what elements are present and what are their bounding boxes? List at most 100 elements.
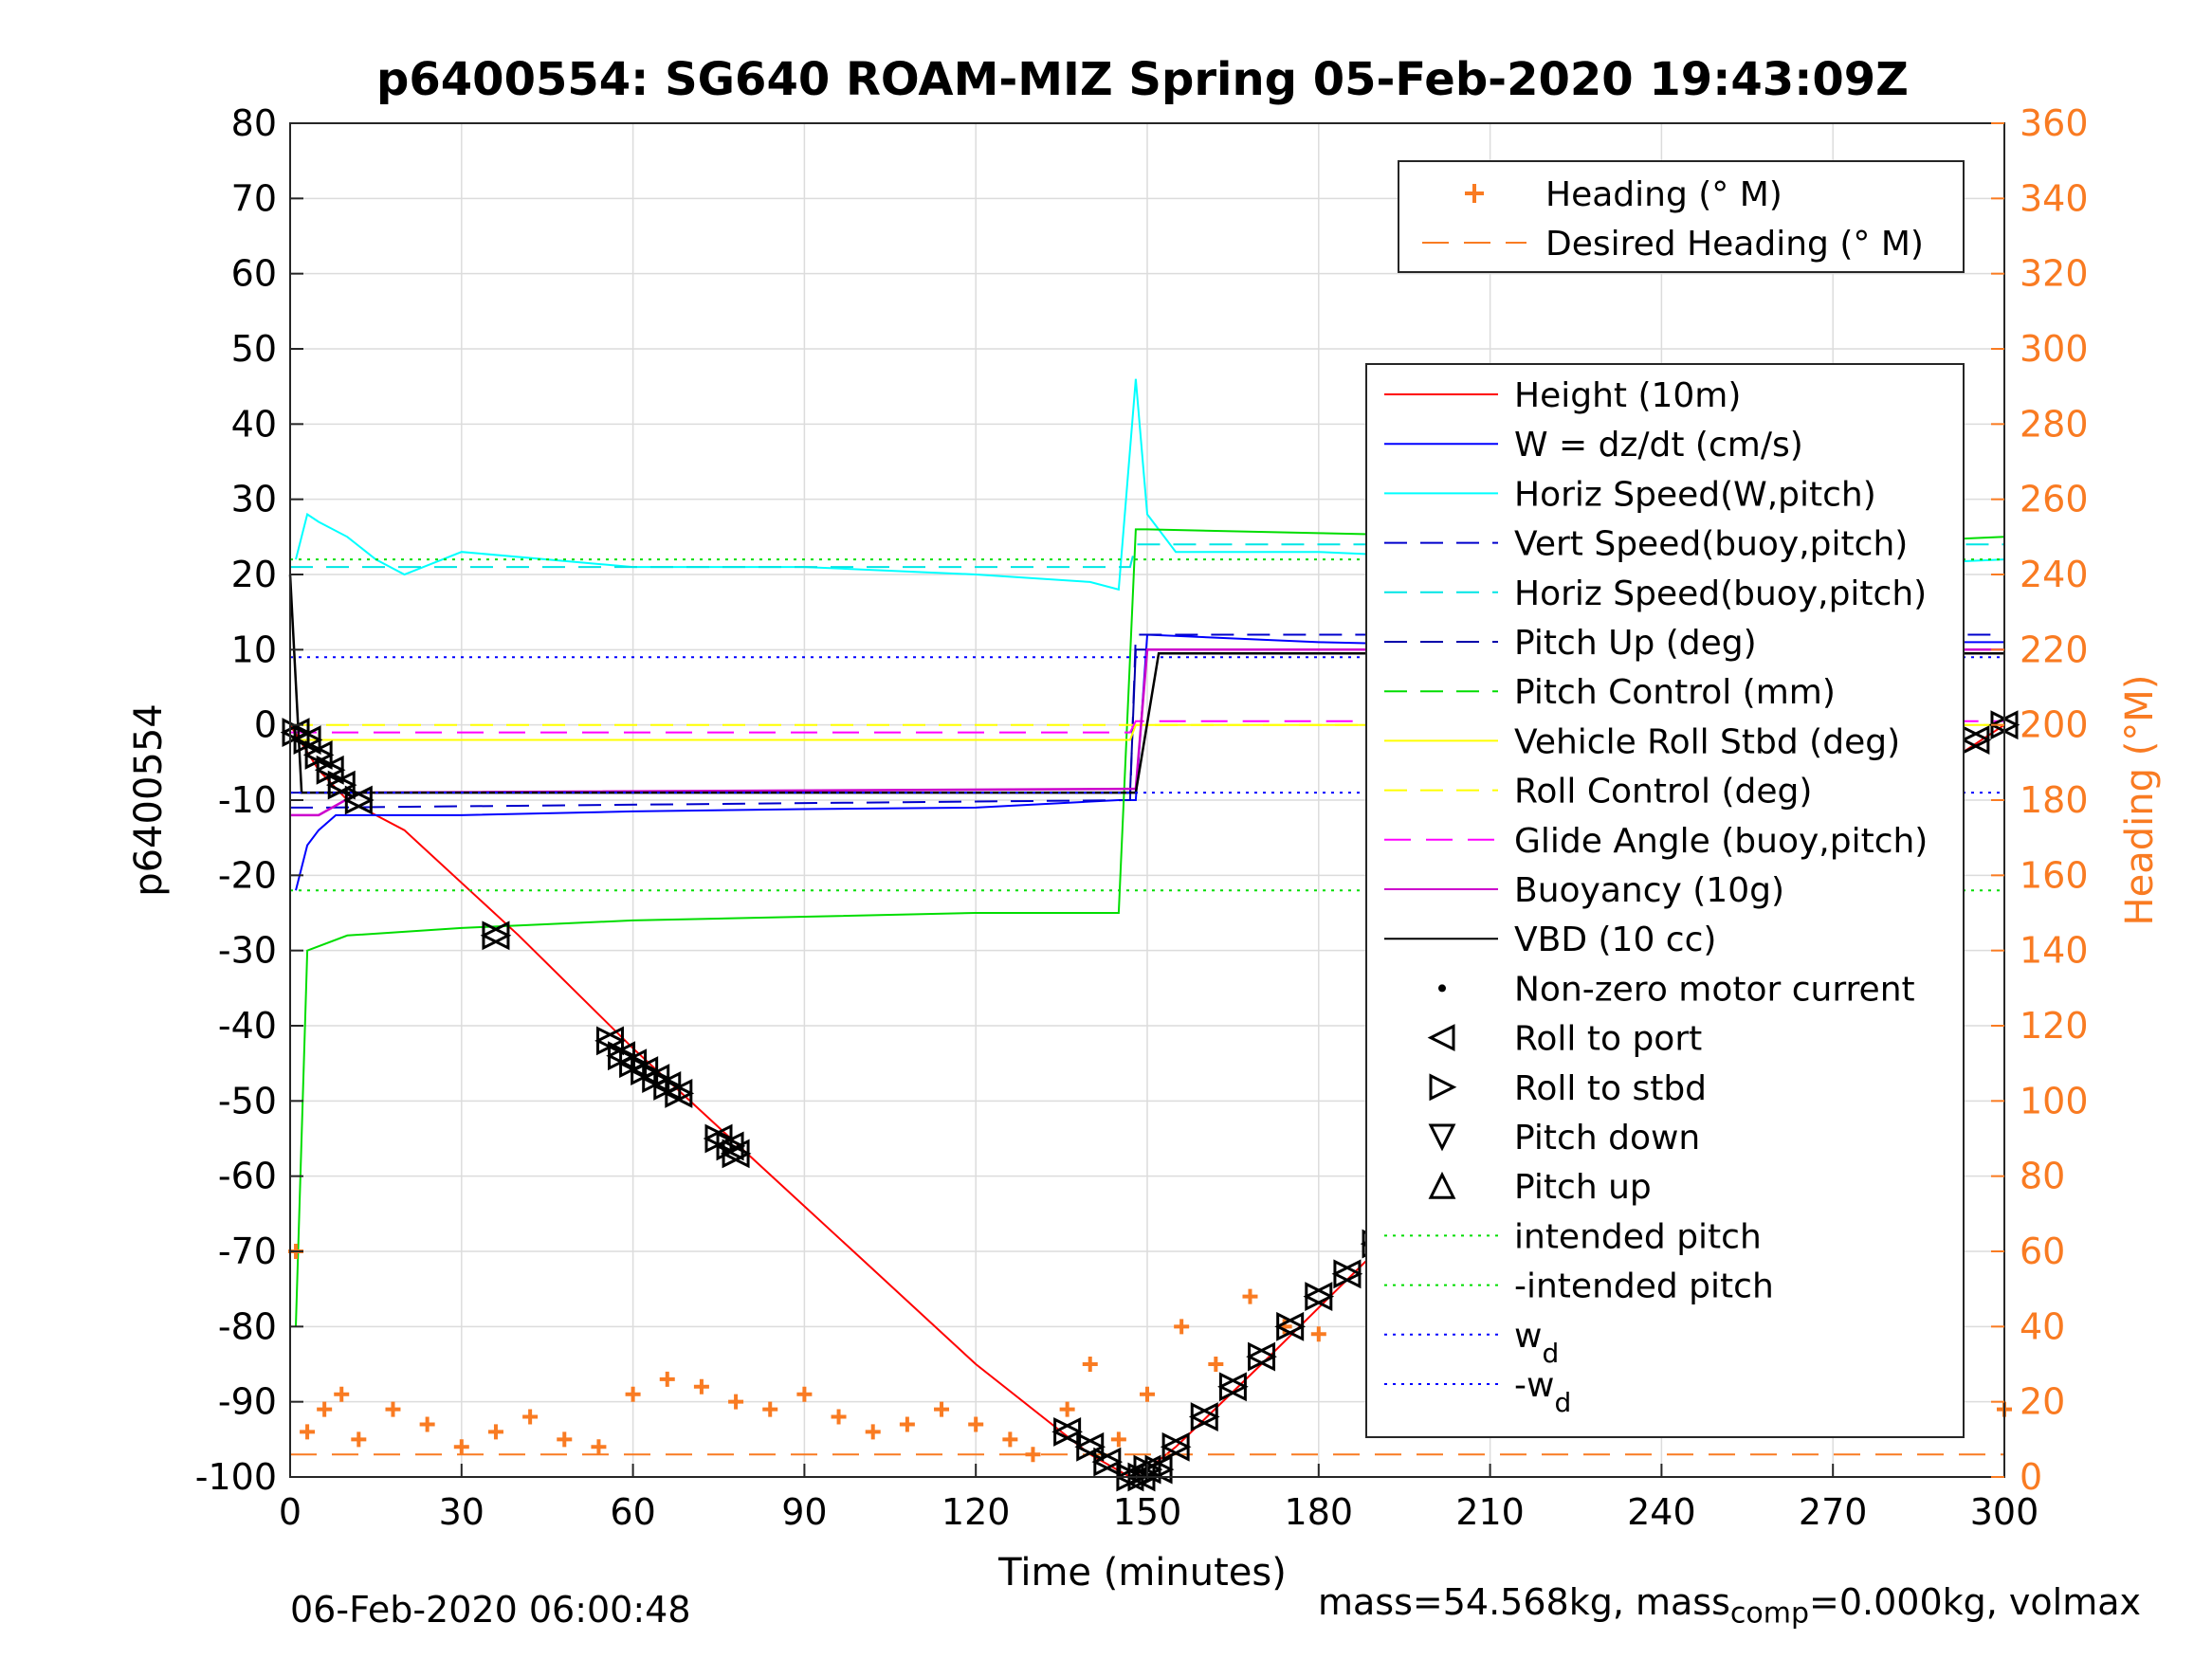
chart-title: p6400554: SG640 ROAM-MIZ Spring 05-Feb-2…: [376, 53, 1909, 106]
y-tick-label: 80: [231, 102, 277, 144]
y-tick-label: -20: [218, 854, 277, 896]
y2-axis-label: Heading (°M): [2118, 675, 2162, 926]
legend-swatch-triangle: [1428, 1171, 1456, 1199]
roll-to-stbd-marker: [1053, 1416, 1083, 1447]
heading-point: [1140, 1386, 1155, 1402]
roll-to-stbd-marker: [1218, 1372, 1249, 1402]
heading-point: [351, 1431, 367, 1448]
x-tick-label: 120: [941, 1491, 1011, 1533]
series-line-vert-speed-buoy-pitch: [290, 633, 2004, 809]
y2-tick-label: 300: [2020, 328, 2089, 370]
roll-to-stbd-marker: [1276, 1311, 1307, 1341]
y2-tick-label: 340: [2020, 177, 2089, 219]
legend-label: VBD (10 cc): [1514, 921, 1716, 959]
legend-label: Roll to stbd: [1514, 1069, 1707, 1108]
roll-to-stbd-marker: [1305, 1282, 1335, 1312]
legend-label: Roll to port: [1514, 1020, 1702, 1059]
roll-to-stbd-marker: [1076, 1431, 1106, 1462]
roll-to-port-marker: [1091, 1447, 1122, 1477]
y2-tick-label: 140: [2020, 930, 2089, 972]
legend-label: Roll Control (deg): [1514, 773, 1812, 811]
series-line-buoyancy-10g: [290, 648, 2004, 817]
x-axis-label: Time (minutes): [997, 1551, 1287, 1595]
x-tick-label: 60: [610, 1491, 655, 1533]
heading-point: [796, 1386, 813, 1402]
heading-point: [419, 1416, 435, 1432]
heading-point: [591, 1439, 607, 1455]
y-tick-label: 20: [231, 554, 277, 595]
legend-swatch-triangle: [1429, 1073, 1457, 1102]
footer-mass-prefix: mass=54.568kg, mass: [1318, 1581, 1730, 1623]
legend-swatch-triangle: [1427, 1024, 1455, 1052]
heading-point: [1174, 1319, 1190, 1335]
roll-to-port-marker: [1217, 1372, 1247, 1402]
y2-tick-label: 80: [2020, 1156, 2065, 1197]
legend-label: -intended pitch: [1514, 1267, 1774, 1306]
heading-legend: Heading (° M) Desired Heading (° M): [1398, 160, 1965, 273]
x-tick-label: 0: [279, 1491, 302, 1533]
heading-point: [659, 1371, 675, 1387]
heading-point: [762, 1401, 778, 1417]
y2-tick-label: 60: [2020, 1231, 2065, 1272]
roll-to-stbd-marker: [1190, 1402, 1220, 1431]
x-tick-label: 300: [1970, 1491, 2039, 1533]
y-tick-label: 0: [254, 704, 277, 746]
y-tick-label: -90: [218, 1381, 277, 1423]
heading-legend-label: Heading (° M): [1545, 175, 1782, 214]
heading-point: [334, 1386, 350, 1402]
y-tick-label: 70: [231, 177, 277, 219]
y-tick-label: -50: [218, 1080, 277, 1121]
heading-point: [1310, 1326, 1326, 1342]
legend-label: Horiz Speed(W,pitch): [1514, 475, 1876, 514]
heading-point: [625, 1386, 641, 1402]
y-tick-label: -30: [218, 930, 277, 972]
heading-point: [968, 1416, 984, 1432]
heading-point: [453, 1439, 469, 1455]
roll-to-stbd-marker: [716, 1131, 746, 1161]
legend-label-subscript: d: [1554, 1387, 1571, 1418]
y2-tick-label: 320: [2020, 253, 2089, 295]
heading-point: [1082, 1357, 1098, 1372]
x-tick-label: 150: [1113, 1491, 1182, 1533]
heading-legend-swatch: [1465, 184, 1484, 203]
y-axis-label: p6400554: [127, 703, 171, 897]
roll-to-stbd-marker: [722, 1139, 752, 1169]
heading-point: [1242, 1288, 1258, 1304]
y2-tick-label: 40: [2020, 1305, 2065, 1347]
x-tick-label: 90: [781, 1491, 827, 1533]
y2-tick-label: 160: [2020, 854, 2089, 896]
legend-label: intended pitch: [1514, 1217, 1762, 1256]
y-tick-label: -10: [218, 779, 277, 821]
legend-label: Buoyancy (10g): [1514, 871, 1784, 910]
heading-point: [899, 1416, 915, 1432]
x-tick-label: 240: [1627, 1491, 1696, 1533]
x-tick-label: 30: [439, 1491, 484, 1533]
heading-point: [728, 1394, 744, 1410]
roll-to-stbd-marker: [482, 921, 512, 951]
heading-point: [522, 1409, 539, 1425]
footer-mass-info: mass=54.568kg, masscomp=0.000kg, volmax: [1318, 1581, 2209, 1631]
heading-point: [934, 1401, 950, 1417]
roll-to-port-marker: [1051, 1416, 1082, 1447]
y2-tick-label: 360: [2020, 102, 2089, 144]
heading-point: [1025, 1447, 1041, 1463]
heading-point: [865, 1424, 881, 1440]
y-tick-label: -80: [218, 1305, 277, 1347]
footer-timestamp: 06-Feb-2020 06:00:48: [290, 1589, 691, 1631]
legend-label: Glide Angle (buoy,pitch): [1514, 822, 1928, 861]
y2-tick-label: 120: [2020, 1005, 2089, 1047]
roll-to-stbd-marker: [327, 770, 357, 800]
legend-swatch-dot: [1438, 984, 1446, 993]
y-tick-label: -40: [218, 1005, 277, 1047]
legend-label-subscript: d: [1542, 1338, 1559, 1369]
y2-tick-label: 180: [2020, 779, 2089, 821]
legend-swatch-triangle: [1428, 1123, 1456, 1152]
roll-to-port-marker: [1331, 1259, 1362, 1289]
y2-tick-label: 240: [2020, 554, 2089, 595]
y-tick-label: -100: [195, 1456, 277, 1498]
legend-label: Height (10m): [1514, 376, 1741, 415]
heading-legend-box: [1398, 160, 1965, 273]
y2-tick-label: 0: [2020, 1456, 2042, 1498]
heading-point: [693, 1378, 709, 1395]
